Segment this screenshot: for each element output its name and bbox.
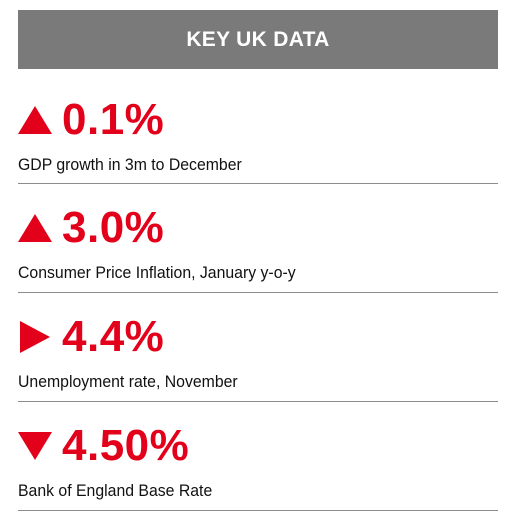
panel-title: KEY UK DATA bbox=[186, 27, 330, 51]
stat-gdp-growth: 0.1% GDP growth in 3m to December bbox=[18, 69, 498, 184]
panel-header: KEY UK DATA bbox=[18, 10, 498, 69]
stat-bank-of-england-base-rate: 4.50% Bank of England Base Rate bbox=[18, 402, 498, 511]
stat-consumer-price-inflation: 3.0% Consumer Price Inflation, January y… bbox=[18, 184, 498, 293]
key-uk-data-panel: KEY UK DATA 0.1% GDP growth in 3m to Dec… bbox=[18, 10, 498, 511]
stat-label: Consumer Price Inflation, January y-o-y bbox=[18, 263, 296, 282]
triangle-right-icon bbox=[20, 321, 50, 353]
stat-value-row: 3.0% bbox=[18, 202, 164, 254]
stat-value-row: 4.4% bbox=[18, 311, 164, 363]
stat-label: Unemployment rate, November bbox=[18, 372, 238, 391]
stat-unemployment-rate: 4.4% Unemployment rate, November bbox=[18, 293, 498, 402]
stat-value-row: 4.50% bbox=[18, 420, 189, 472]
stat-value: 0.1% bbox=[62, 95, 165, 144]
triangle-down-icon bbox=[18, 432, 52, 460]
stat-label: Bank of England Base Rate bbox=[18, 481, 213, 500]
stat-value-row: 0.1% bbox=[18, 94, 164, 146]
stat-value: 4.4% bbox=[62, 312, 165, 361]
stat-value: 3.0% bbox=[62, 203, 165, 252]
triangle-up-icon bbox=[18, 106, 52, 134]
stat-label: GDP growth in 3m to December bbox=[18, 155, 242, 174]
triangle-up-icon bbox=[18, 214, 52, 242]
stat-value: 4.50% bbox=[62, 421, 190, 470]
